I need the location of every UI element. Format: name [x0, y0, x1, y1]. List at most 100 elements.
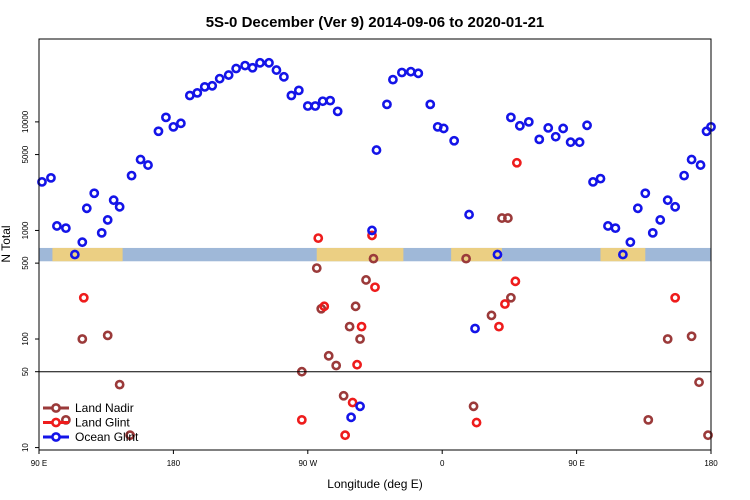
data-point [332, 106, 343, 117]
x-tick-label: 90 E [31, 459, 47, 468]
data-point [325, 95, 336, 106]
data-point [81, 203, 92, 214]
data-point [625, 237, 636, 248]
data-point [558, 123, 569, 134]
data-point [52, 221, 62, 231]
data-point [153, 126, 164, 137]
data-point [355, 334, 365, 344]
data-point [296, 414, 307, 425]
data-point [89, 188, 100, 199]
data-point [425, 99, 436, 110]
data-point [255, 57, 265, 68]
data-point [514, 120, 525, 131]
chart-title: 5S-0 December (Ver 9) 2014-09-06 to 2020… [206, 14, 545, 31]
data-point [595, 173, 606, 184]
x-axis-label: Longitude (deg E) [327, 477, 422, 491]
data-point [46, 172, 56, 183]
plot-frame [38, 38, 712, 451]
data-point [370, 282, 380, 293]
data-point [223, 70, 234, 80]
data-point [632, 203, 643, 214]
x-tick-label: 180 [167, 459, 181, 468]
data-point [438, 123, 449, 134]
series-land-nadir [60, 213, 713, 441]
series-land-glint [78, 157, 681, 441]
data-point [543, 123, 554, 133]
y-tick-label: 500 [21, 256, 30, 270]
data-point [271, 65, 282, 75]
data-point [286, 90, 297, 101]
data-point [534, 134, 545, 145]
x-axis-ticks: 90 E 180 90 W 0 90 E 180 [31, 450, 718, 468]
data-point [126, 170, 137, 181]
y-tick-label: 5000 [21, 145, 30, 163]
data-point [367, 225, 377, 236]
data-point [338, 390, 349, 401]
data-point [192, 87, 203, 98]
data-point [367, 230, 377, 241]
x-tick-label: 90 W [298, 459, 317, 468]
data-point [184, 90, 195, 101]
data-point [603, 221, 613, 231]
data-point [470, 323, 480, 334]
data-point [464, 209, 474, 220]
data-point [368, 253, 379, 264]
data-point [647, 227, 658, 238]
data-point [302, 101, 313, 111]
data-point [382, 99, 392, 110]
data-point [293, 85, 304, 96]
data-point [523, 116, 534, 127]
data-point [679, 170, 690, 181]
data-point [471, 417, 482, 428]
data-point [323, 350, 334, 361]
data-point [494, 321, 504, 332]
data-point [199, 82, 210, 92]
x-tick-label: 0 [440, 459, 445, 468]
data-point [96, 227, 107, 238]
data-point [319, 301, 330, 312]
data-point [356, 321, 367, 332]
data-point [313, 233, 324, 244]
land-band [316, 247, 404, 262]
data-point [610, 223, 621, 234]
legend-marker [51, 417, 61, 428]
data-point [574, 137, 585, 148]
data-point [264, 57, 274, 68]
data-point [388, 74, 398, 85]
data-point [161, 112, 171, 123]
data-point [346, 412, 357, 423]
y-tick-label: 10 [21, 443, 30, 452]
data-point [510, 276, 521, 287]
data-point [617, 249, 628, 260]
data-point [310, 101, 321, 111]
data-point [240, 60, 250, 71]
data-point [125, 430, 135, 441]
legend-marker [51, 432, 61, 442]
data-point [344, 321, 355, 332]
data-point [468, 401, 479, 412]
data-point [640, 188, 651, 199]
data-point [77, 334, 88, 344]
data-point [686, 154, 697, 165]
data-point [670, 292, 681, 303]
data-point [655, 215, 666, 225]
y-tick-label: 10000 [21, 110, 30, 133]
data-point [461, 253, 471, 264]
data-point [695, 160, 706, 170]
data-point [670, 201, 681, 212]
y-tick-label: 100 [21, 332, 30, 346]
data-point [102, 215, 113, 225]
data-point [500, 299, 510, 309]
data-point [694, 377, 704, 388]
data-point [703, 430, 713, 441]
data-point [371, 145, 382, 155]
data-point [331, 360, 342, 371]
data-point [114, 379, 125, 390]
data-point [505, 112, 516, 123]
legend-label: Ocean Glint [75, 430, 139, 444]
data-points [37, 57, 716, 441]
y-tick-label: 50 [21, 367, 30, 376]
data-point [143, 160, 153, 170]
